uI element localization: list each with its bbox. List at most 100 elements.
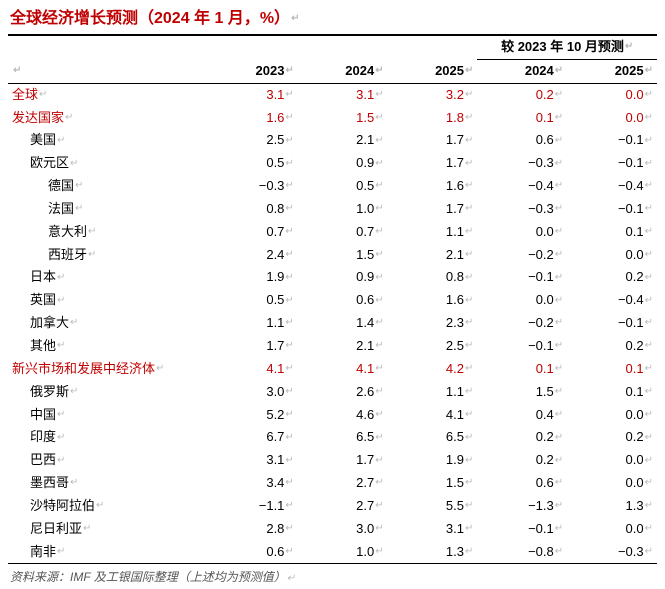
cell-value: 3.1↵: [208, 83, 298, 106]
source-text: 资料来源：IMF 及工银国际整理（上述均为预测值）: [10, 570, 286, 584]
cell-value: 1.9↵: [388, 449, 478, 472]
cell-value: −1.1↵: [208, 495, 298, 518]
cell-text: −0.3: [528, 201, 554, 216]
return-mark: ↵: [69, 317, 78, 328]
return-mark: ↵: [464, 363, 473, 374]
cell-value: 0.0↵: [567, 449, 657, 472]
return-mark: ↵: [554, 477, 563, 488]
cell-value: 2.4↵: [208, 244, 298, 267]
cell-text: 1.1: [266, 315, 284, 330]
blank-header: [208, 35, 298, 59]
return-mark: ↵: [284, 135, 293, 146]
cell-value: 1.8↵: [388, 107, 478, 130]
cell-value: 0.2↵: [477, 83, 567, 106]
cell-value: −0.1↵: [477, 266, 567, 289]
cell-value: 2.6↵: [298, 381, 388, 404]
cell-text: −0.2: [528, 315, 554, 330]
header-text: 2023: [256, 63, 285, 78]
cell-value: 0.8↵: [388, 266, 478, 289]
cell-value: 2.5↵: [208, 129, 298, 152]
return-mark: ↵: [644, 432, 653, 443]
row-label: 英国↵: [8, 289, 208, 312]
return-mark: ↵: [464, 455, 473, 466]
return-mark: ↵: [374, 546, 383, 557]
return-mark: ↵: [554, 272, 563, 283]
cell-value: 1.6↵: [388, 289, 478, 312]
table-row: 沙特阿拉伯↵−1.1↵2.7↵5.5↵−1.3↵1.3↵: [8, 495, 657, 518]
cell-value: −0.1↵: [477, 335, 567, 358]
return-mark: ↵: [464, 523, 473, 534]
return-mark: ↵: [554, 363, 563, 374]
row-label: 其他↵: [8, 335, 208, 358]
return-mark: ↵: [624, 41, 633, 52]
cell-value: 0.0↵: [567, 83, 657, 106]
table-row: 墨西哥↵3.4↵2.7↵1.5↵0.6↵0.0↵: [8, 472, 657, 495]
return-mark: ↵: [374, 295, 383, 306]
return-mark: ↵: [374, 317, 383, 328]
cell-value: 1.4↵: [298, 312, 388, 335]
cell-value: 2.1↵: [298, 335, 388, 358]
return-mark: ↵: [56, 340, 65, 351]
cell-text: 0.0: [626, 521, 644, 536]
cell-text: 0.9: [356, 269, 374, 284]
cell-value: 0.9↵: [298, 266, 388, 289]
return-mark: ↵: [464, 500, 473, 511]
return-mark: ↵: [374, 203, 383, 214]
cell-text: 0.7: [266, 224, 284, 239]
table-row: 全球↵3.1↵3.1↵3.2↵0.2↵0.0↵: [8, 83, 657, 106]
cell-text: 0.2: [536, 452, 554, 467]
blank-header: ↵: [8, 59, 208, 83]
cell-value: 0.0↵: [567, 472, 657, 495]
row-label-text: 英国: [30, 292, 56, 307]
row-label-text: 美国: [30, 132, 56, 147]
return-mark: ↵: [554, 386, 563, 397]
cell-value: 0.5↵: [208, 152, 298, 175]
cell-value: 1.7↵: [388, 198, 478, 221]
return-mark: ↵: [554, 226, 563, 237]
table-row: 新兴市场和发展中经济体↵4.1↵4.1↵4.2↵0.1↵0.1↵: [8, 358, 657, 381]
cell-value: −0.1↵: [567, 129, 657, 152]
row-label-text: 沙特阿拉伯: [30, 498, 95, 513]
cell-text: −0.1: [528, 269, 554, 284]
cell-text: 3.0: [356, 521, 374, 536]
row-label-text: 尼日利亚: [30, 521, 82, 536]
cell-value: −0.4↵: [567, 289, 657, 312]
cell-text: 1.9: [266, 269, 284, 284]
cell-text: 1.9: [446, 452, 464, 467]
return-mark: ↵: [284, 477, 293, 488]
table-row: 法国↵0.8↵1.0↵1.7↵−0.3↵−0.1↵: [8, 198, 657, 221]
cell-text: 1.8: [446, 110, 464, 125]
cell-value: 4.6↵: [298, 404, 388, 427]
return-mark: ↵: [374, 112, 383, 123]
return-mark: ↵: [644, 158, 653, 169]
return-mark: ↵: [554, 295, 563, 306]
return-mark: ↵: [644, 546, 653, 557]
row-label-text: 发达国家: [12, 110, 64, 125]
cell-text: −0.3: [528, 155, 554, 170]
cell-value: 2.1↵: [298, 129, 388, 152]
cell-text: 0.1: [536, 361, 554, 376]
cell-text: 2.7: [356, 498, 374, 513]
return-mark: ↵: [38, 89, 47, 100]
return-mark: ↵: [374, 432, 383, 443]
cell-value: 1.9↵: [208, 266, 298, 289]
row-label-text: 南非: [30, 544, 56, 559]
cell-text: 1.4: [356, 315, 374, 330]
return-mark: ↵: [56, 135, 65, 146]
return-mark: ↵: [554, 89, 563, 100]
return-mark: ↵: [284, 432, 293, 443]
return-mark: ↵: [284, 386, 293, 397]
cell-text: 1.5: [446, 475, 464, 490]
return-mark: ↵: [464, 340, 473, 351]
cell-text: 4.6: [356, 407, 374, 422]
cell-value: 0.0↵: [477, 221, 567, 244]
cell-value: 1.7↵: [388, 129, 478, 152]
return-mark: ↵: [56, 272, 65, 283]
return-mark: ↵: [12, 65, 21, 76]
cell-value: 0.9↵: [298, 152, 388, 175]
cell-value: 0.5↵: [208, 289, 298, 312]
return-mark: ↵: [284, 409, 293, 420]
cell-value: 1.1↵: [388, 381, 478, 404]
row-label: 全球↵: [8, 83, 208, 106]
return-mark: ↵: [464, 295, 473, 306]
